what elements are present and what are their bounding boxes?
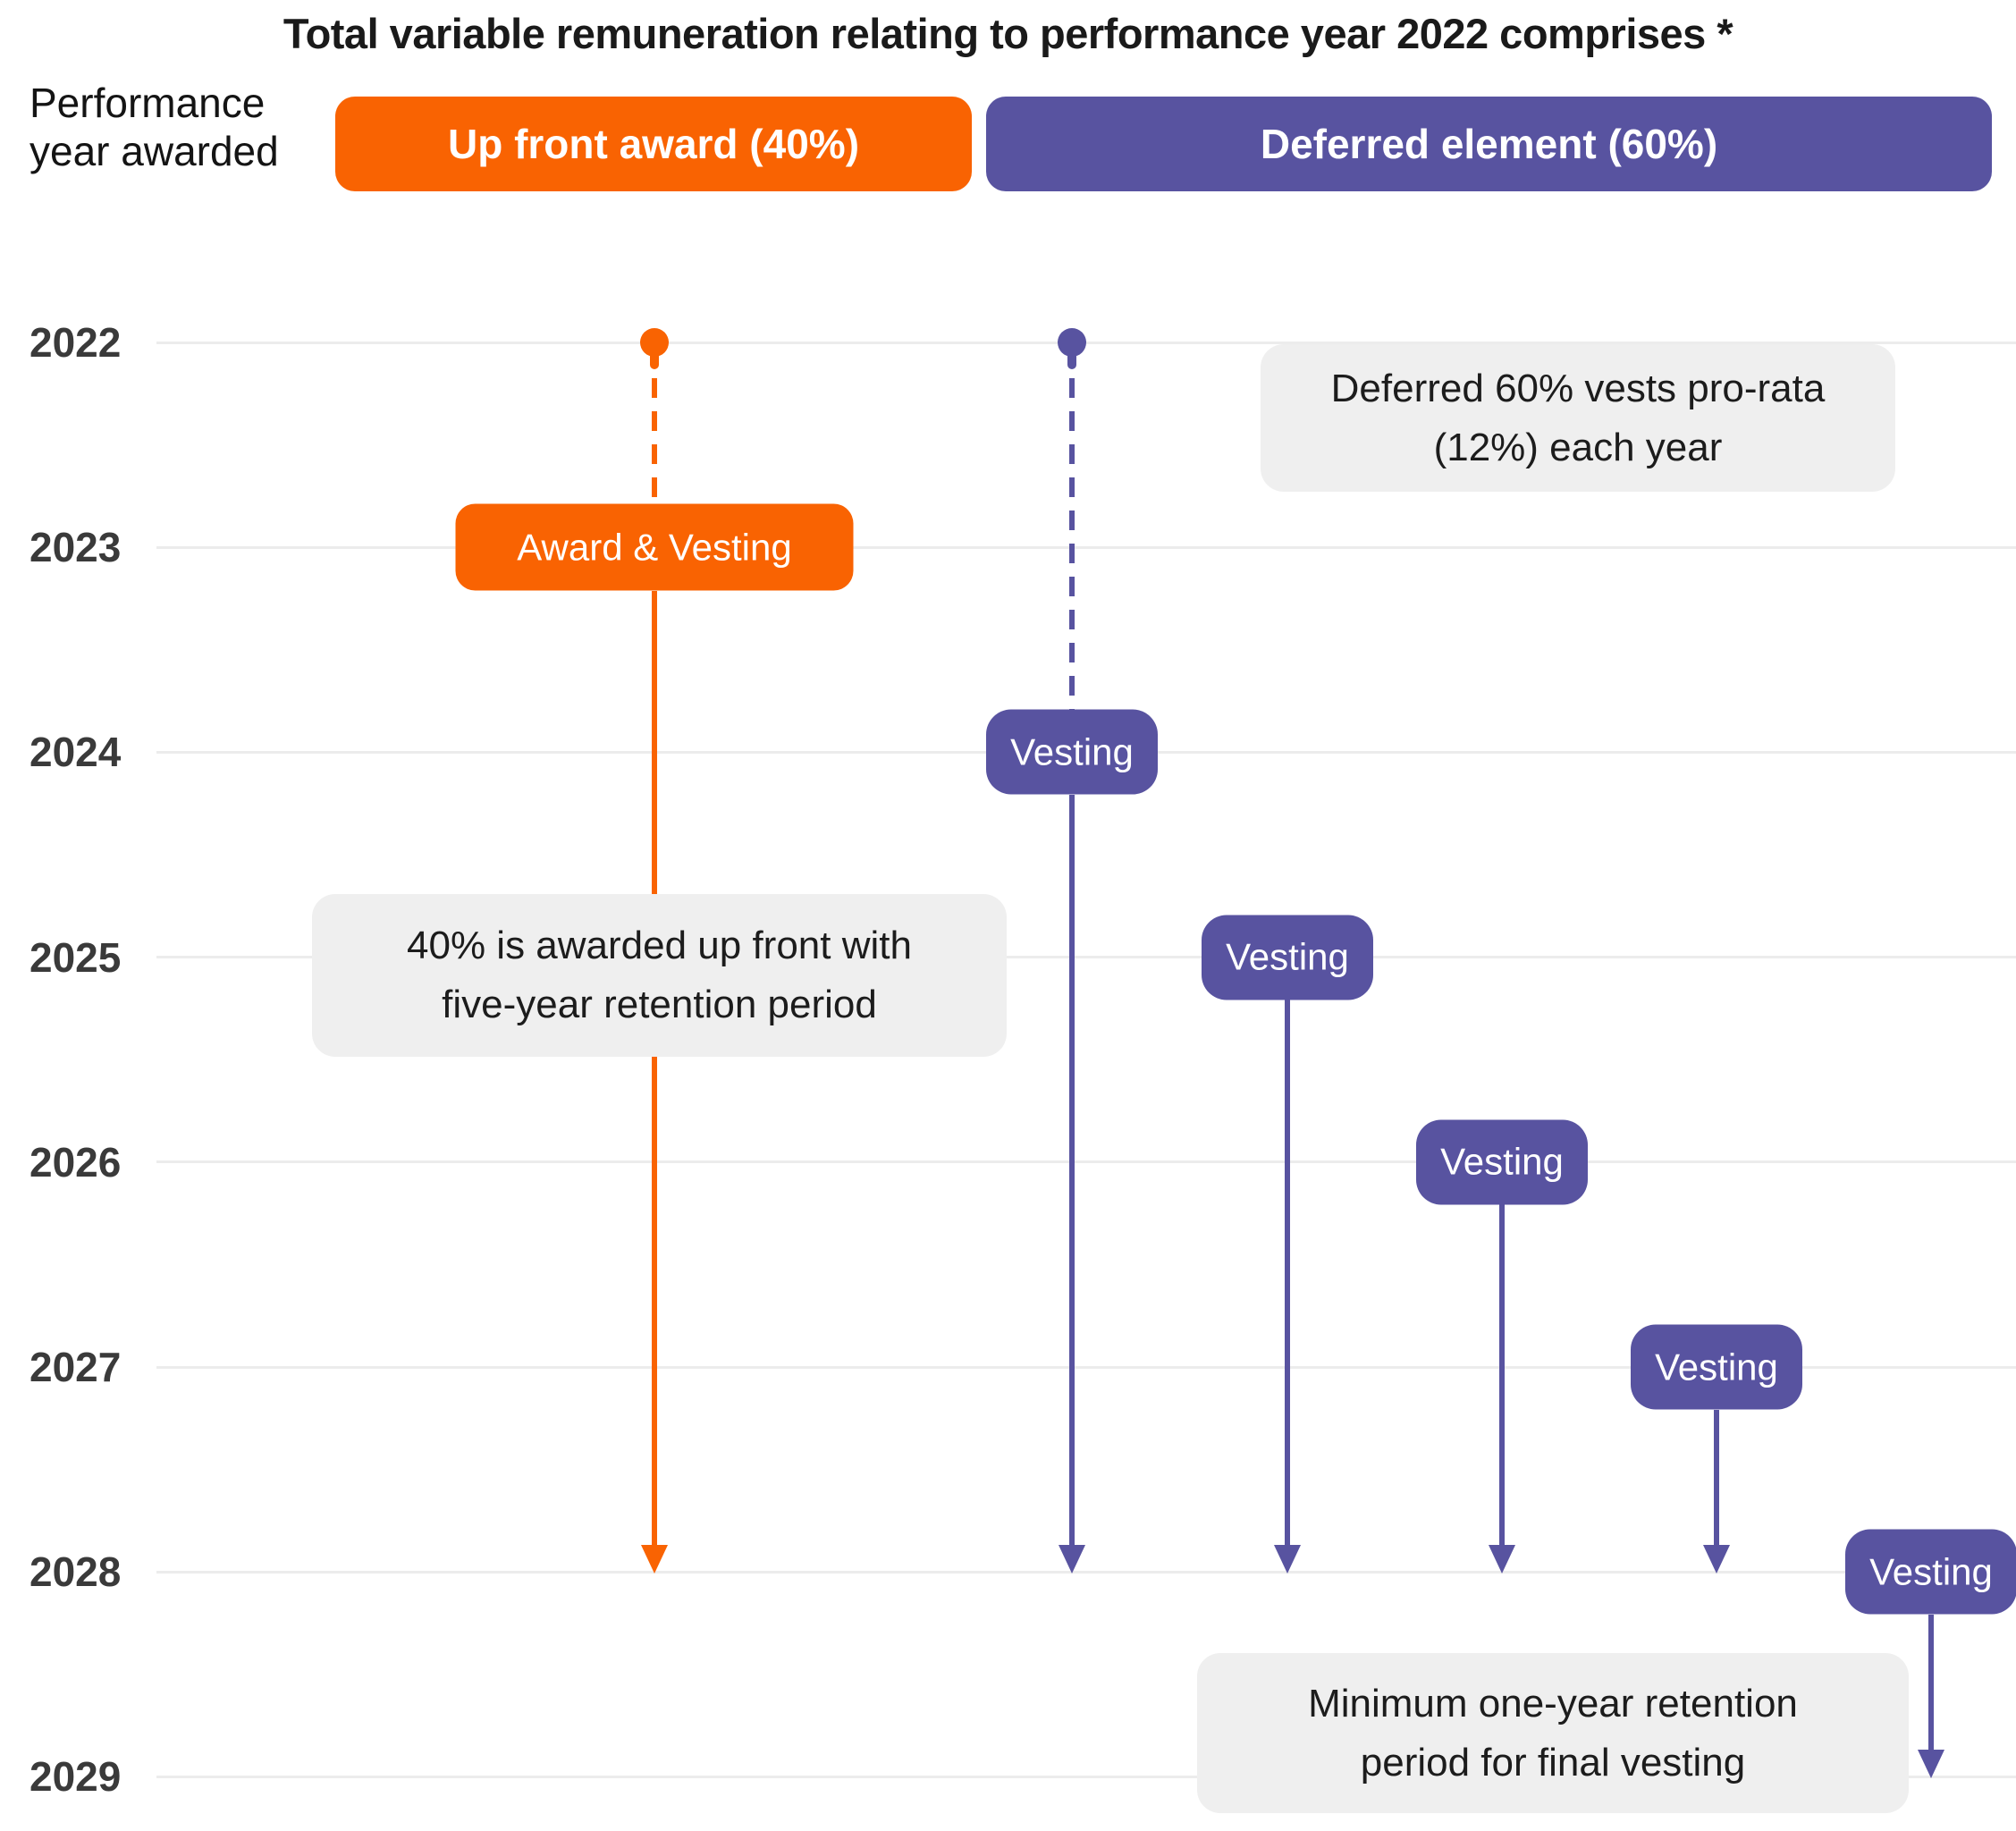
- upfront-award-deferral-dashed-line: [652, 378, 657, 504]
- gridline-2029: [156, 1775, 2016, 1778]
- year-label-2022: 2022: [30, 319, 122, 366]
- note-upfront-retention: 40% is awarded up front with five-year re…: [312, 894, 1007, 1057]
- note-final-vesting-retention: Minimum one-year retention period for fin…: [1197, 1653, 1909, 1813]
- page-title: Total variable remuneration relating to …: [283, 10, 1733, 57]
- year-label-2025: 2025: [30, 933, 122, 981]
- deferred-tranche-1-arrowhead: [1059, 1545, 1085, 1574]
- gridline-2026: [156, 1160, 2016, 1164]
- deferred-tranche-4-badge: Vesting: [1631, 1324, 1802, 1410]
- gridline-2028: [156, 1570, 2016, 1574]
- upfront-award-start-dot-tail: [650, 353, 659, 369]
- note-final-vesting-retention-line1: Minimum one-year retention: [1308, 1681, 1798, 1726]
- upfront-award-start-dot: [640, 328, 669, 357]
- performance-year-axis-label: Performance year awarded: [30, 79, 279, 176]
- deferred-tranche-5-arrowhead: [1918, 1750, 1944, 1779]
- deferred-tranche-2-line: [1285, 1000, 1290, 1549]
- gridline-2027: [156, 1365, 2016, 1369]
- note-upfront-retention-line1: 40% is awarded up front with: [407, 924, 912, 967]
- gridline-2022: [156, 341, 2016, 344]
- deferred-tranche-1-start-dot-tail: [1067, 353, 1076, 369]
- year-label-2027: 2027: [30, 1344, 122, 1390]
- deferred-tranche-5-line: [1928, 1614, 1934, 1754]
- note-deferred-prorata: Deferred 60% vests pro-rata (12%) each ye…: [1261, 344, 1895, 492]
- gridline-2023: [156, 545, 2016, 549]
- upfront-award-badge: Award & Vesting: [455, 503, 854, 591]
- performance-year-axis-label-line1: Performance: [30, 80, 266, 126]
- deferred-tranche-4-arrowhead: [1703, 1545, 1730, 1574]
- header-deferred-element: Deferred element (60%): [986, 97, 1992, 191]
- deferred-tranche-3-line: [1499, 1204, 1505, 1549]
- note-deferred-prorata-line1: Deferred 60% vests pro-rata: [1330, 366, 1826, 410]
- deferred-tranche-2-arrowhead: [1274, 1545, 1301, 1574]
- deferred-tranche-3-badge: Vesting: [1416, 1119, 1588, 1205]
- gridline-2025: [156, 956, 2016, 959]
- year-label-2026: 2026: [30, 1138, 122, 1186]
- deferred-tranche-1-line: [1069, 794, 1075, 1549]
- deferred-tranche-5-badge: Vesting: [1845, 1529, 2016, 1615]
- year-label-2029: 2029: [30, 1753, 122, 1801]
- deferred-tranche-4-line: [1714, 1409, 1719, 1549]
- deferred-tranche-1-start-dot: [1058, 328, 1086, 357]
- upfront-award-arrowhead: [641, 1545, 668, 1574]
- year-label-2024: 2024: [30, 729, 122, 776]
- deferred-tranche-3-arrowhead: [1489, 1545, 1515, 1574]
- upfront-award-line: [652, 590, 657, 1549]
- deferred-tranche-1-badge: Vesting: [986, 709, 1158, 795]
- year-label-2023: 2023: [30, 524, 122, 571]
- year-label-2028: 2028: [30, 1548, 122, 1596]
- performance-year-axis-label-line2: year awarded: [30, 128, 279, 175]
- note-deferred-prorata-line2: (12%) each year: [1433, 425, 1723, 469]
- note-final-vesting-retention-line2: period for final vesting: [1360, 1740, 1746, 1785]
- deferred-tranche-2-badge: Vesting: [1202, 915, 1373, 1000]
- deferred-tranche-1-deferral-dashed-line: [1069, 378, 1075, 710]
- note-upfront-retention-line2: five-year retention period: [442, 983, 877, 1026]
- header-upfront-award: Up front award (40%): [335, 97, 972, 191]
